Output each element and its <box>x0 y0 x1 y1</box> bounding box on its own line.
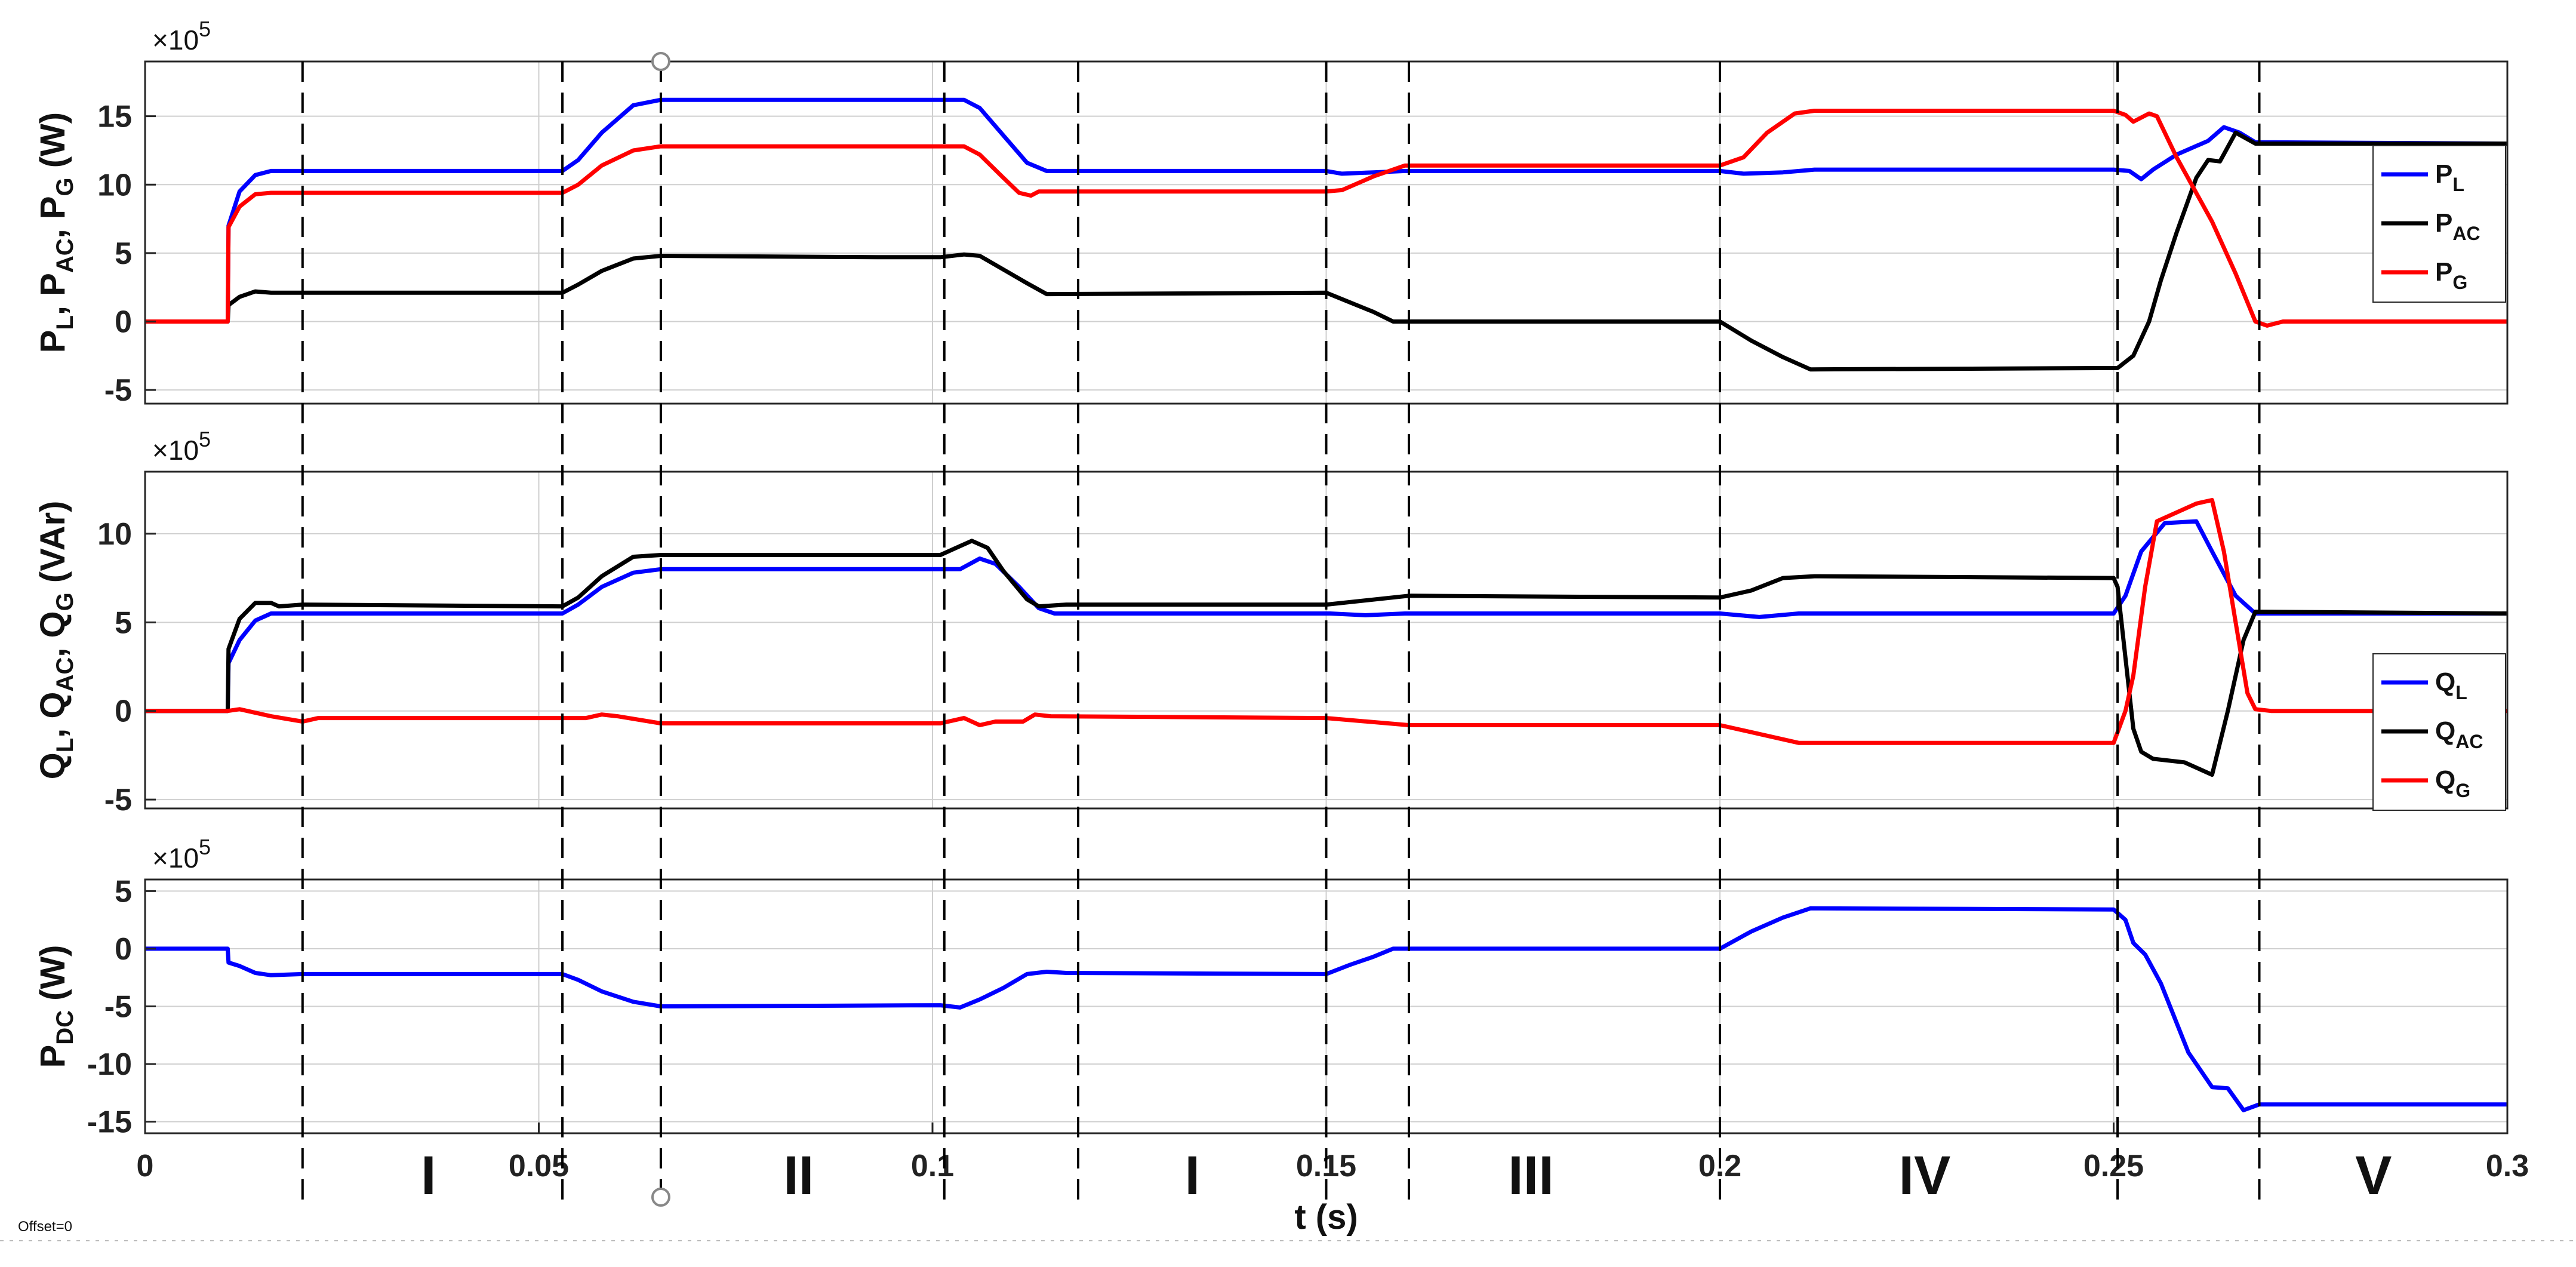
y-axis-label-subscript: DC <box>52 1010 78 1045</box>
y-axis-label-symbol: P <box>33 330 72 353</box>
y-axis-label-unit: (VAr) <box>33 501 72 583</box>
y-tick-label: 0 <box>115 932 132 967</box>
y-axis-label-separator <box>33 168 72 177</box>
y-axis-label: PL, PAC, PG (W) <box>33 112 78 353</box>
y-tick-label: -15 <box>87 1105 132 1140</box>
exponent-power: 5 <box>199 427 211 451</box>
y-axis-label-subscript: L <box>52 315 78 330</box>
region-label: I <box>421 1145 436 1206</box>
legend-entry: PG <box>2435 257 2467 293</box>
y-tick-label: -5 <box>104 373 132 408</box>
y-axis-label-subscript: AC <box>52 657 78 692</box>
legend-subscript: AC <box>2455 731 2483 752</box>
y-tick-label: 10 <box>97 168 132 202</box>
legend-entry: PL <box>2435 159 2464 195</box>
legend-symbol: P <box>2435 159 2452 189</box>
exponent-base: ×10 <box>152 435 199 466</box>
legend-symbol: P <box>2435 257 2452 287</box>
legend-entry: QG <box>2435 765 2470 801</box>
y-axis-label-symbol: P <box>33 1045 72 1068</box>
y-tick-label: 10 <box>97 517 132 552</box>
exponent-base: ×10 <box>152 24 199 56</box>
y-tick-label: 5 <box>115 236 132 271</box>
series-line-q-ac <box>145 539 2507 777</box>
y-tick-label: 5 <box>115 605 132 640</box>
series-line-p-g <box>145 109 2507 328</box>
x-tick-label: 0.1 <box>911 1149 954 1183</box>
series-line-q-l <box>145 519 2507 714</box>
y-axis-label-separator: , <box>33 719 72 738</box>
y-exponent-label: ×105 <box>152 17 211 56</box>
y-axis-label-separator: , <box>33 296 72 315</box>
series-line-q-g <box>145 498 2507 745</box>
y-axis-label-symbol: Q <box>33 691 72 718</box>
legend-entry: PAC <box>2435 208 2480 244</box>
legend-symbol: Q <box>2435 716 2455 746</box>
y-axis-label-separator: , <box>33 638 72 657</box>
series-group <box>145 498 2507 777</box>
x-tick-label: 0 <box>137 1149 154 1183</box>
y-axis-label-subscript: AC <box>52 238 78 273</box>
region-label: II <box>783 1145 814 1206</box>
x-tick-label: 0.05 <box>509 1149 569 1183</box>
x-tick-label: 0.3 <box>2486 1149 2529 1183</box>
exponent-base: ×10 <box>152 842 199 874</box>
y-axis-label-subscript: G <box>52 177 78 196</box>
legend-subscript: G <box>2452 272 2467 293</box>
cursor-handle-bottom <box>651 1188 670 1207</box>
legend-subscript: L <box>2455 682 2467 703</box>
region-label: V <box>2355 1145 2392 1206</box>
y-tick-label: 15 <box>97 100 132 134</box>
y-axis-label-subscript: G <box>52 592 78 611</box>
y-axis-label-separator: , <box>33 219 72 238</box>
region-label: I <box>1184 1145 1200 1206</box>
legend-entry: QAC <box>2435 716 2483 752</box>
exponent-power: 5 <box>199 17 211 41</box>
series-line-p-l <box>145 97 2507 324</box>
y-axis-label-separator <box>33 583 72 592</box>
y-tick-label: -5 <box>104 783 132 817</box>
y-axis-label-unit: (W) <box>33 945 72 1001</box>
legend-subscript: L <box>2452 174 2464 195</box>
y-axis-label: QL, QAC, QG (VAr) <box>33 501 78 780</box>
y-tick-label: 5 <box>115 874 132 909</box>
legend-symbol: P <box>2435 208 2452 238</box>
legend-subscript: AC <box>2452 223 2480 244</box>
y-tick-label: 0 <box>115 305 132 339</box>
legend-subscript: G <box>2455 780 2470 801</box>
y-axis-label: PDC (W) <box>33 945 78 1068</box>
region-label: IV <box>1898 1145 1950 1206</box>
y-tick-label: -5 <box>104 990 132 1025</box>
region-label: III <box>1508 1145 1554 1206</box>
y-axis-label-symbol: Q <box>33 752 72 779</box>
y-axis-label-separator <box>33 1001 72 1010</box>
y-axis-label-symbol: P <box>33 273 72 296</box>
y-axis-label-symbol: Q <box>33 611 72 638</box>
offset-label: Offset=0 <box>18 1219 72 1235</box>
y-tick-label: -10 <box>87 1047 132 1082</box>
x-axis-label: t (s) <box>1294 1198 1358 1237</box>
y-axis-label-symbol: P <box>33 196 72 219</box>
legend-symbol: Q <box>2435 668 2455 697</box>
cursor-handle-top <box>651 52 670 71</box>
series-group <box>145 906 2507 1112</box>
y-axis-label-unit: (W) <box>33 112 72 168</box>
y-axis-label-subscript: L <box>52 738 78 752</box>
series-line-p-dc <box>145 906 2507 1112</box>
y-exponent-label: ×105 <box>152 427 211 466</box>
legend-entry: QL <box>2435 668 2467 703</box>
x-tick-label: 0.25 <box>2083 1149 2144 1183</box>
y-tick-label: 0 <box>115 694 132 729</box>
exponent-power: 5 <box>199 835 211 859</box>
legend-symbol: Q <box>2435 765 2455 795</box>
y-exponent-label: ×105 <box>152 835 211 874</box>
